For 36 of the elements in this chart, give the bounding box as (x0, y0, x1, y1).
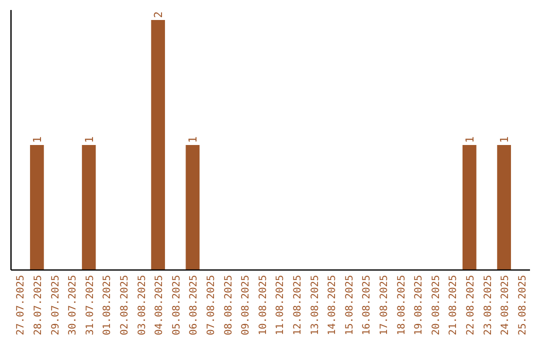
x-tick-label: 31.07.2025 (84, 275, 96, 336)
x-tick-label: 13.08.2025 (310, 275, 321, 336)
x-tick-label: 05.08.2025 (171, 275, 182, 336)
x-tick-label: 02.08.2025 (119, 275, 130, 336)
x-tick-label: 28.07.2025 (32, 275, 44, 336)
x-tick-label: 30.07.2025 (68, 275, 79, 336)
x-tick-label: 22.08.2025 (465, 275, 476, 336)
x-tick-label: 06.08.2025 (188, 275, 200, 336)
x-tick-label: 21.08.2025 (448, 275, 460, 336)
data-label: 1 (498, 136, 512, 143)
data-label: 1 (463, 136, 476, 143)
x-tick-label: 09.08.2025 (240, 275, 252, 336)
x-tick-label: 18.08.2025 (396, 275, 408, 336)
x-tick-label: 16.08.2025 (362, 275, 373, 336)
x-tick-label: 25.08.2025 (517, 275, 528, 336)
data-label: 2 (152, 11, 166, 18)
x-tick-label: 04.08.2025 (154, 275, 166, 336)
x-tick-label: 15.08.2025 (344, 275, 356, 336)
x-tick-label: 07.08.2025 (206, 275, 217, 336)
data-label: 1 (30, 136, 44, 143)
x-tick-label: 27.07.2025 (16, 275, 27, 336)
x-tick-label: 03.08.2025 (136, 275, 148, 336)
x-tick-label: 12.08.2025 (292, 275, 304, 336)
x-tick-label: 10.08.2025 (258, 275, 269, 336)
x-tick-label: 20.08.2025 (430, 275, 442, 336)
x-tick-label: 08.08.2025 (223, 275, 234, 336)
x-tick-label: 23.08.2025 (482, 275, 494, 336)
x-tick-label: 01.08.2025 (102, 275, 114, 336)
x-tick-label: 24.08.2025 (500, 275, 512, 336)
x-tick-label: 17.08.2025 (378, 275, 390, 336)
x-tick-label: 29.07.2025 (50, 275, 62, 336)
data-label: 1 (186, 136, 200, 143)
x-tick-label: 11.08.2025 (275, 275, 286, 336)
x-tick-label: 19.08.2025 (414, 275, 425, 336)
x-tick-label: 14.08.2025 (327, 275, 338, 336)
data-label: 1 (82, 136, 96, 143)
